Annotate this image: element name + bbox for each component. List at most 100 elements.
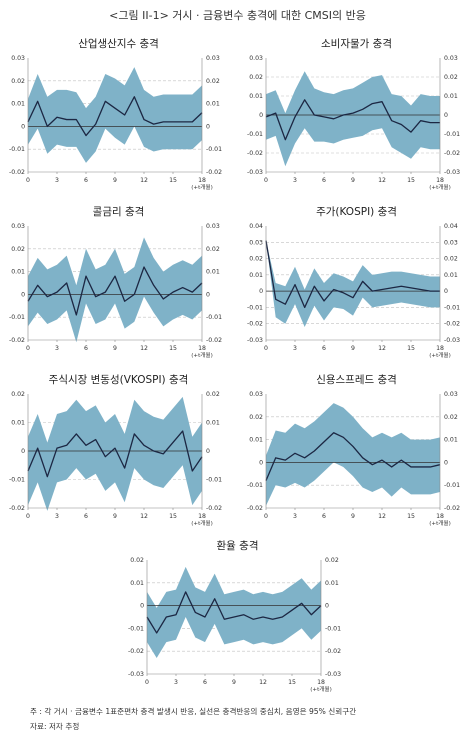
y-tick-label-left: -0.02 — [9, 337, 25, 344]
y-tick-label-left: 0.01 — [11, 269, 25, 276]
x-unit-label: (+t개월) — [191, 183, 213, 191]
x-tick-label: 3 — [55, 513, 59, 520]
y-tick-label-right: 0.02 — [325, 557, 339, 564]
y-tick-label-left: 0.02 — [11, 78, 25, 85]
y-tick-label-right: 0.03 — [444, 239, 458, 246]
y-tick-label-left: -0.01 — [247, 131, 263, 138]
x-tick-label: 12 — [259, 679, 267, 686]
center-line — [265, 432, 441, 481]
confidence-band — [28, 237, 202, 343]
y-tick-label-left: -0.01 — [9, 477, 25, 484]
y-tick-label-left: 0 — [259, 112, 263, 119]
y-tick-label-left: 0.03 — [11, 223, 25, 230]
y-tick-label-left: 0 — [21, 291, 25, 298]
x-tick-label: 15 — [169, 513, 177, 520]
y-tick-label-right: 0 — [444, 288, 448, 295]
y-tick-label-left: 0.02 — [249, 74, 263, 81]
panel-title: 신용스프레드 충격 — [316, 374, 397, 386]
chart-panel-consumer-price: 소비자물가 충격 0.03 0.03 0.02 0.02 0.01 0.01 0 0 -0.01… — [238, 36, 475, 208]
y-tick-label-right: -0.01 — [206, 477, 222, 484]
y-tick-label-right: -0.02 — [444, 150, 460, 157]
y-tick-label-left: -0.03 — [247, 337, 263, 344]
x-tick-label: 0 — [26, 345, 30, 352]
x-tick-label: 6 — [322, 513, 326, 520]
figure-source: 자료: 저자 추정 — [30, 722, 80, 731]
y-tick-label-left: 0.01 — [249, 93, 263, 100]
x-tick-label: 9 — [113, 177, 117, 184]
y-tick-label-right: 0 — [444, 459, 448, 466]
y-tick-label-left: 0.01 — [249, 437, 263, 444]
chart-plot: 0.03 0.03 0.02 0.02 0.01 0.01 0 0 -0.01 -0.01 -0.0… — [9, 55, 222, 191]
y-tick-label-right: 0.03 — [206, 55, 220, 62]
y-tick-label-right: -0.02 — [444, 321, 460, 328]
x-tick-label: 15 — [407, 513, 415, 520]
y-tick-label-right: -0.01 — [444, 482, 460, 489]
center-line — [265, 240, 440, 309]
center-line — [27, 430, 203, 478]
x-tick-label: 15 — [169, 345, 177, 352]
x-tick-label: 12 — [140, 177, 148, 184]
y-tick-label-right: 0.03 — [206, 223, 220, 230]
center-line — [146, 591, 322, 634]
x-tick-label: 0 — [26, 177, 30, 184]
x-tick-label: 12 — [378, 177, 386, 184]
y-tick-label-right: 0.01 — [206, 269, 220, 276]
y-tick-label-right: -0.01 — [206, 314, 222, 321]
chart-panel-kospi: 주가(KOSPI) 충격 0.04 0.04 0.03 0.03 0.02 0.02 0.0… — [238, 204, 475, 376]
y-tick-label-left: 0.02 — [249, 414, 263, 421]
x-tick-label: 18 — [436, 177, 444, 184]
x-unit-label: (+t개월) — [191, 519, 213, 527]
x-tick-label: 6 — [84, 177, 88, 184]
y-tick-label-left: 0 — [259, 459, 263, 466]
y-tick-label-left: 0.01 — [249, 272, 263, 279]
x-tick-label: 15 — [407, 345, 415, 352]
y-tick-label-right: -0.02 — [325, 648, 341, 655]
chart-panel-industrial-production: 산업생산지수 충격 0.03 0.03 0.02 0.02 0.01 0.01 0 0 -0.0… — [0, 36, 237, 208]
panel-title: 산업생산지수 충격 — [78, 38, 159, 50]
y-tick-label-right: -0.01 — [444, 304, 460, 311]
y-tick-label-left: -0.01 — [128, 625, 144, 632]
y-tick-label-right: 0 — [325, 603, 329, 610]
x-tick-label: 0 — [264, 177, 268, 184]
chart-plot: 0.03 0.03 0.02 0.02 0.01 0.01 0 0 -0.01 -0.01 -0.0… — [247, 391, 460, 527]
y-tick-label-left: -0.02 — [247, 321, 263, 328]
y-tick-label-left: -0.01 — [9, 146, 25, 153]
center-line — [265, 99, 440, 141]
x-tick-label: 15 — [407, 177, 415, 184]
x-tick-label: 3 — [293, 177, 297, 184]
y-tick-label-right: 0.01 — [444, 437, 458, 444]
y-tick-label-right: 0.01 — [325, 580, 339, 587]
y-tick-label-left: 0 — [21, 123, 25, 130]
x-tick-label: 9 — [351, 513, 355, 520]
chart-plot: 0.03 0.03 0.02 0.02 0.01 0.01 0 0 -0.01 -0.01 -0.0… — [9, 223, 222, 359]
x-tick-label: 9 — [232, 679, 236, 686]
panel-title: 환율 충격 — [216, 540, 259, 552]
chart-plot: 0.03 0.03 0.02 0.02 0.01 0.01 0 0 -0.01 -0.01 -0.0… — [247, 55, 460, 191]
y-tick-label-left: 0.02 — [249, 256, 263, 263]
x-tick-label: 6 — [84, 513, 88, 520]
chart-panel-credit-spread: 신용스프레드 충격 0.03 0.03 0.02 0.02 0.01 0.01 0 0 -0.0… — [238, 372, 475, 544]
figure-title: <그림 II-1> 거시 · 금융변수 충격에 대한 CMSI의 반응 — [109, 9, 366, 22]
y-tick-label-left: -0.01 — [247, 482, 263, 489]
x-tick-label: 3 — [293, 513, 297, 520]
confidence-band — [147, 566, 321, 659]
x-tick-label: 18 — [436, 345, 444, 352]
y-tick-label-right: -0.01 — [444, 131, 460, 138]
y-tick-label-left: -0.02 — [9, 505, 25, 512]
x-tick-label: 9 — [113, 345, 117, 352]
y-tick-label-left: 0.01 — [130, 580, 144, 587]
x-tick-label: 0 — [264, 345, 268, 352]
x-tick-label: 18 — [198, 177, 206, 184]
x-tick-label: 3 — [55, 177, 59, 184]
y-tick-label-left: 0.02 — [130, 557, 144, 564]
x-tick-label: 18 — [198, 345, 206, 352]
y-tick-label-right: 0.01 — [206, 101, 220, 108]
x-unit-label: (+t개월) — [429, 183, 451, 191]
y-tick-label-right: 0.02 — [444, 414, 458, 421]
y-tick-label-right: 0.02 — [206, 246, 220, 253]
panel-title: 소비자물가 충격 — [321, 38, 392, 50]
panel-title: 주식시장 변동성(VKOSPI) 충격 — [48, 374, 189, 386]
y-tick-label-left: -0.03 — [128, 671, 144, 678]
y-tick-label-left: 0.04 — [249, 223, 263, 230]
y-tick-label-left: 0.03 — [11, 55, 25, 62]
